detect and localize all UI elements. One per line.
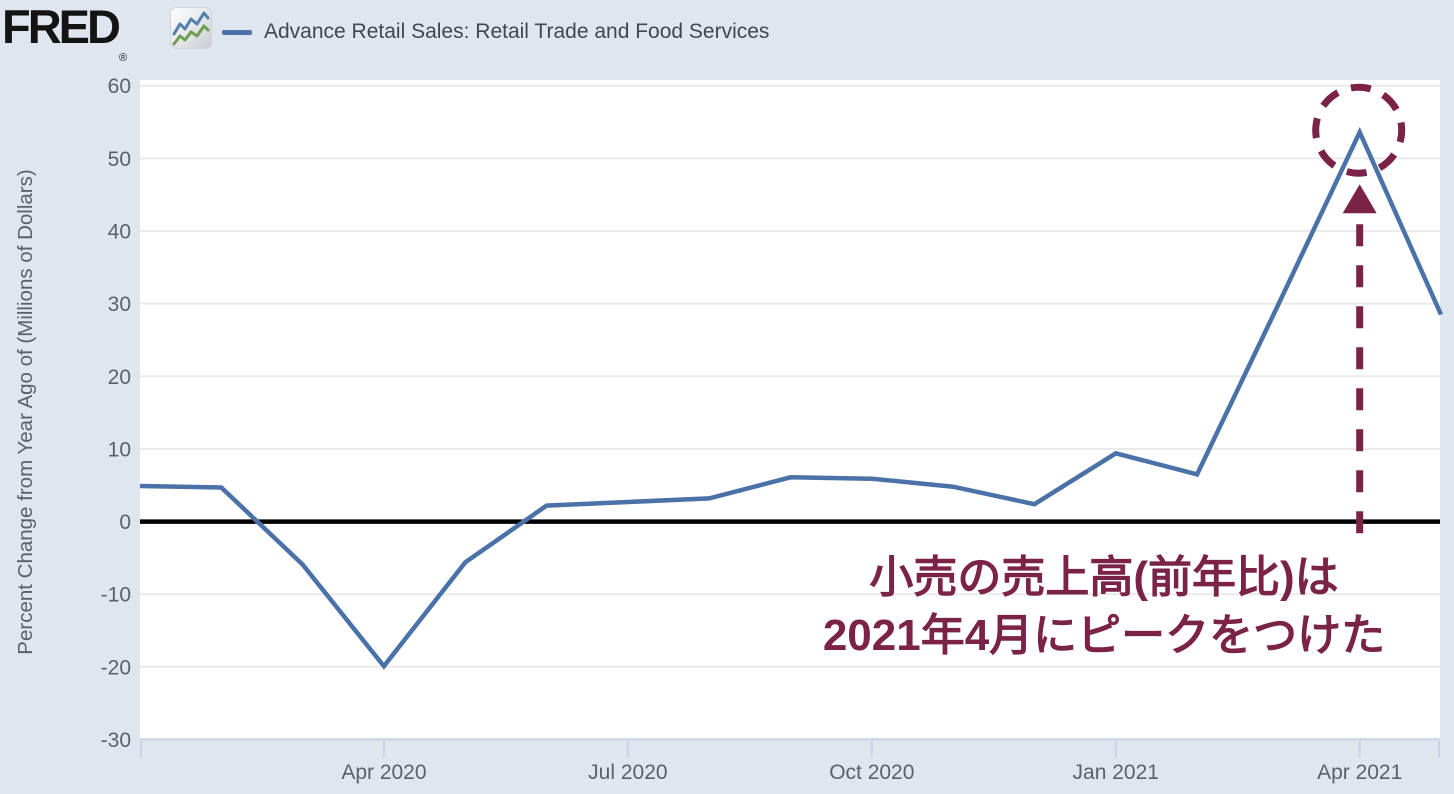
fred-sparkline-icon xyxy=(170,7,212,49)
y-tick-label: 20 xyxy=(108,366,131,389)
registered-trademark-symbol: ® xyxy=(118,52,128,64)
series-line xyxy=(139,126,1444,670)
series-label: Advance Retail Sales: Retail Trade and F… xyxy=(264,20,770,43)
annotation-text-line-1: 小売の売上高(前年比)は xyxy=(869,553,1339,602)
up-arrow-head xyxy=(1342,184,1377,214)
chart-legend: Advance Retail Sales: Retail Trade and F… xyxy=(222,18,769,46)
y-tick-label: 50 xyxy=(108,148,131,171)
fred-logo-text: FRED xyxy=(2,0,121,53)
x-tick-label: Apr 2020 xyxy=(341,761,426,784)
header: FRED® Advance Retail Sales: Retail Trade… xyxy=(0,0,1454,64)
y-tick-label: -20 xyxy=(101,656,131,679)
y-tick-label: 40 xyxy=(108,221,131,244)
series-line-swatch xyxy=(222,29,252,35)
x-tick-label: Jul 2020 xyxy=(588,761,667,784)
x-tick-label: Jan 2021 xyxy=(1073,761,1159,784)
y-axis-title: Percent Change from Year Ago of (Million… xyxy=(14,169,37,654)
annotation-text: 小売の売上高(前年比)は 2021年4月にピークをつけた xyxy=(823,549,1385,665)
y-tick-label: 30 xyxy=(108,293,131,316)
y-tick-label: -30 xyxy=(101,729,131,752)
y-tick-label: 10 xyxy=(108,438,131,461)
annotation-text-line-2: 2021年4月にピークをつけた xyxy=(822,611,1386,660)
y-tick-label: -10 xyxy=(101,584,131,607)
y-tick-label: 0 xyxy=(119,511,131,534)
icon-blue-sparkline xyxy=(172,11,210,36)
y-tick-label: 60 xyxy=(108,75,131,98)
peak-dashed-circle xyxy=(1312,83,1406,177)
fred-logo[interactable]: FRED® xyxy=(2,3,127,64)
x-tick-label: Apr 2021 xyxy=(1317,761,1402,784)
x-tick-label: Oct 2020 xyxy=(829,761,914,784)
icon-green-sparkline xyxy=(172,24,210,46)
